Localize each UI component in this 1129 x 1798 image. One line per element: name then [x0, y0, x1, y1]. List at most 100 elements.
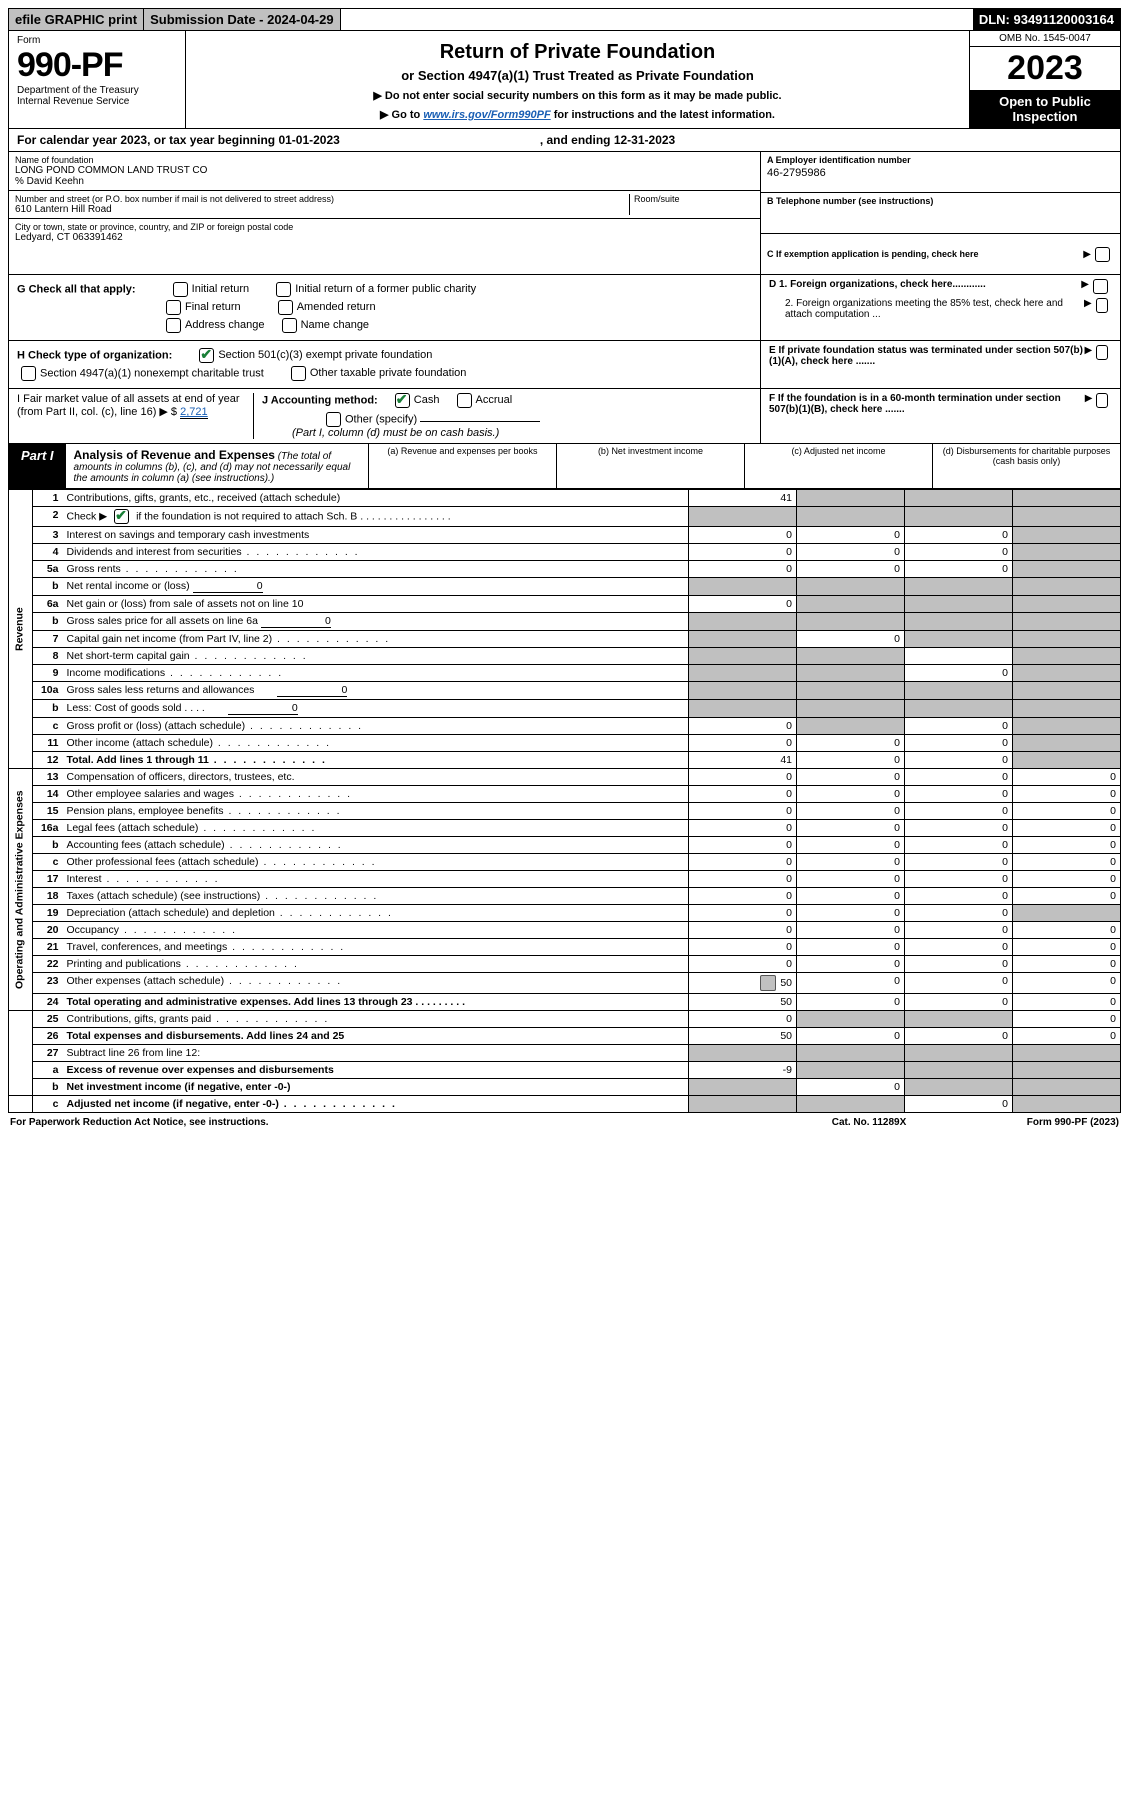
e-checkbox[interactable]: [1096, 345, 1108, 360]
table-row: 25Contributions, gifts, grants paid00: [9, 1011, 1121, 1028]
other-method-checkbox[interactable]: [326, 412, 341, 427]
city-state-zip: Ledyard, CT 063391462: [15, 232, 754, 243]
table-row: 20Occupancy0000: [9, 922, 1121, 939]
revenue-side-label: Revenue: [9, 490, 33, 769]
table-row: 18Taxes (attach schedule) (see instructi…: [9, 888, 1121, 905]
page-footer: For Paperwork Reduction Act Notice, see …: [8, 1113, 1121, 1132]
open-public: Open to Public Inspection: [970, 90, 1120, 128]
part1-desc: Analysis of Revenue and Expenses (The to…: [66, 444, 368, 488]
paperwork-notice: For Paperwork Reduction Act Notice, see …: [10, 1117, 779, 1128]
arrow-icon: [1085, 345, 1093, 356]
col-b-head: (b) Net investment income: [556, 444, 744, 488]
top-bar: efile GRAPHIC print Submission Date - 20…: [8, 8, 1121, 31]
cash-checkbox[interactable]: [395, 393, 410, 408]
table-row: 7Capital gain net income (from Part IV, …: [9, 631, 1121, 648]
table-row: 11Other income (attach schedule)000: [9, 735, 1121, 752]
accrual-checkbox[interactable]: [457, 393, 472, 408]
phone-label: B Telephone number (see instructions): [767, 196, 1114, 206]
4947-checkbox[interactable]: [21, 366, 36, 381]
form-title: Return of Private Foundation: [192, 41, 963, 64]
table-row: Operating and Administrative Expenses 13…: [9, 769, 1121, 786]
g-label: G Check all that apply:: [17, 283, 136, 295]
col-c-head: (c) Adjusted net income: [744, 444, 932, 488]
table-row: 23Other expenses (attach schedule)50000: [9, 973, 1121, 994]
header-left: Form 990-PF Department of the Treasury I…: [9, 31, 186, 128]
dept-treasury: Department of the Treasury: [17, 85, 177, 96]
amended-return-checkbox[interactable]: [278, 300, 293, 315]
other-taxable-checkbox[interactable]: [291, 366, 306, 381]
table-row: cAdjusted net income (if negative, enter…: [9, 1096, 1121, 1113]
table-row: 16aLegal fees (attach schedule)0000: [9, 820, 1121, 837]
foundation-name: LONG POND COMMON LAND TRUST CO: [15, 165, 754, 176]
d1-checkbox[interactable]: [1093, 279, 1108, 294]
table-row: 26Total expenses and disbursements. Add …: [9, 1028, 1121, 1045]
section-h-e: H Check type of organization: Section 50…: [8, 340, 1121, 388]
form-number: 990-PF: [17, 46, 177, 85]
table-row: 9Income modifications0: [9, 665, 1121, 682]
name-change-checkbox[interactable]: [282, 318, 297, 333]
table-row: cOther professional fees (attach schedul…: [9, 854, 1121, 871]
form-footer: Form 990-PF (2023): [959, 1117, 1119, 1128]
efile-label[interactable]: efile GRAPHIC print: [9, 9, 144, 30]
form-word: Form: [17, 35, 177, 46]
room-label: Room/suite: [634, 194, 754, 204]
section-g-d: G Check all that apply: Initial return I…: [8, 275, 1121, 340]
table-row: 22Printing and publications0000: [9, 956, 1121, 973]
table-row: 24Total operating and administrative exp…: [9, 994, 1121, 1011]
table-row: 19Depreciation (attach schedule) and dep…: [9, 905, 1121, 922]
col-a-head: (a) Revenue and expenses per books: [368, 444, 556, 488]
h-label: H Check type of organization:: [17, 349, 172, 361]
table-row: 3Interest on savings and temporary cash …: [9, 527, 1121, 544]
table-row: bNet rental income or (loss) 0: [9, 578, 1121, 596]
table-row: 5aGross rents000: [9, 561, 1121, 578]
table-row: 12Total. Add lines 1 through 114100: [9, 752, 1121, 769]
cat-no: Cat. No. 11289X: [779, 1117, 959, 1128]
table-row: 10aGross sales less returns and allowanc…: [9, 682, 1121, 700]
table-row: Revenue 1Contributions, gifts, grants, e…: [9, 490, 1121, 507]
table-row: 21Travel, conferences, and meetings0000: [9, 939, 1121, 956]
header-mid: Return of Private Foundation or Section …: [186, 31, 969, 128]
expenses-side-label: Operating and Administrative Expenses: [9, 769, 33, 1011]
irs-link[interactable]: www.irs.gov/Form990PF: [423, 109, 550, 121]
tax-year: 2023: [970, 47, 1120, 90]
table-row: 8Net short-term capital gain: [9, 648, 1121, 665]
form-header: Form 990-PF Department of the Treasury I…: [8, 31, 1121, 129]
initial-public-checkbox[interactable]: [276, 282, 291, 297]
col-d-head: (d) Disbursements for charitable purpose…: [932, 444, 1120, 488]
arrow-icon: [1081, 279, 1089, 290]
part1-table: Revenue 1Contributions, gifts, grants, e…: [8, 489, 1121, 1113]
501c3-checkbox[interactable]: [199, 348, 214, 363]
table-row: aExcess of revenue over expenses and dis…: [9, 1062, 1121, 1079]
d2-checkbox[interactable]: [1096, 298, 1108, 313]
f-checkbox[interactable]: [1096, 393, 1108, 408]
j-label: J Accounting method:: [262, 394, 378, 406]
fmv-value[interactable]: 2,721: [180, 406, 208, 419]
header-right: OMB No. 1545-0047 2023 Open to Public In…: [969, 31, 1120, 128]
ein-value: 46-2795986: [767, 165, 1114, 179]
table-row: 17Interest0000: [9, 871, 1121, 888]
final-return-checkbox[interactable]: [166, 300, 181, 315]
table-row: 14Other employee salaries and wages0000: [9, 786, 1121, 803]
table-row: 2Check ▶ if the foundation is not requir…: [9, 507, 1121, 527]
ssn-warning: ▶ Do not enter social security numbers o…: [192, 89, 963, 102]
table-row: bNet investment income (if negative, ent…: [9, 1079, 1121, 1096]
table-row: 4Dividends and interest from securities0…: [9, 544, 1121, 561]
goto-line: ▶ Go to www.irs.gov/Form990PF for instru…: [192, 108, 963, 121]
table-row: 6aNet gain or (loss) from sale of assets…: [9, 596, 1121, 613]
dln: DLN: 93491120003164: [973, 9, 1120, 30]
j-note: (Part I, column (d) must be on cash basi…: [292, 427, 752, 439]
exemption-checkbox[interactable]: [1095, 247, 1110, 262]
f-label: F If the foundation is in a 60-month ter…: [769, 393, 1085, 415]
street-address: 610 Lantern Hill Road: [15, 204, 629, 215]
table-row: bGross sales price for all assets on lin…: [9, 613, 1121, 631]
ein-label: A Employer identification number: [767, 155, 1114, 165]
address-change-checkbox[interactable]: [166, 318, 181, 333]
calendar-year-row: For calendar year 2023, or tax year begi…: [8, 129, 1121, 152]
address-label: Number and street (or P.O. box number if…: [15, 194, 629, 204]
attachment-icon[interactable]: [760, 975, 776, 991]
table-row: bLess: Cost of goods sold . . . . 0: [9, 700, 1121, 718]
schb-checkbox[interactable]: [114, 509, 129, 524]
part1-header: Part I Analysis of Revenue and Expenses …: [8, 444, 1121, 489]
e-label: E If private foundation status was termi…: [769, 345, 1085, 367]
initial-return-checkbox[interactable]: [173, 282, 188, 297]
